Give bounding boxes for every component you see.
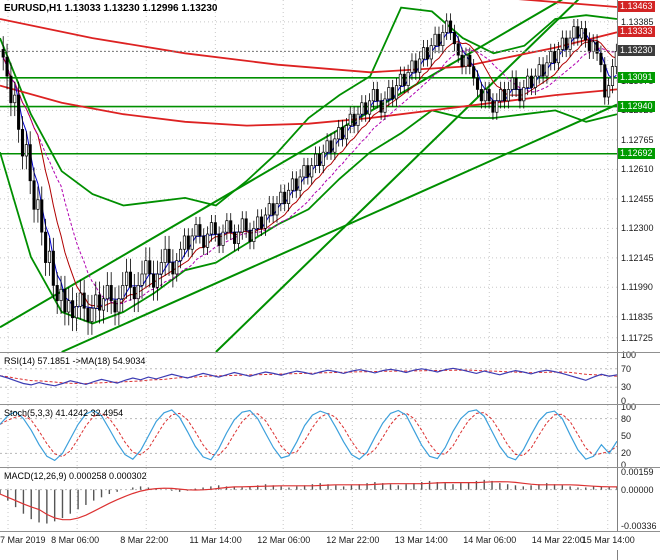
- price-tick: 1.12455: [621, 193, 654, 204]
- panel-separator: [0, 467, 660, 468]
- time-tick-label: 14 Mar 06:00: [463, 535, 517, 545]
- price-chart-canvas[interactable]: [0, 0, 617, 352]
- stoch-axis-label: 80: [621, 413, 632, 424]
- macd-axis-label: 0.00000: [621, 484, 654, 495]
- macd-axis-label: 0.00159: [621, 467, 654, 478]
- rsi-axis-label: 100: [621, 350, 637, 360]
- price-badge: 1.13091: [618, 71, 655, 83]
- macd-canvas[interactable]: [0, 468, 617, 531]
- panel-separator: [0, 404, 660, 405]
- stoch-axis-label: 100: [621, 402, 637, 412]
- time-tick-label: 12 Mar 22:00: [326, 535, 380, 545]
- price-badge: 1.13463: [618, 1, 655, 13]
- price-badge: 1.13333: [618, 25, 655, 37]
- time-tick-label: 7 Mar 2019: [0, 535, 46, 545]
- price-badge: 1.12940: [618, 100, 655, 112]
- price-tick: 1.11835: [621, 311, 653, 322]
- rsi-axis-label: 0: [621, 396, 627, 406]
- stoch-axis-label: 50: [621, 431, 632, 441]
- price-tick: 1.12145: [621, 252, 654, 263]
- time-tick-label: 13 Mar 14:00: [394, 535, 448, 545]
- price-tick: 1.12765: [621, 134, 654, 145]
- stochastic-canvas[interactable]: [0, 405, 617, 467]
- macd-axis-label: -0.00336: [621, 521, 657, 532]
- ohlc-header: EURUSD,H1 1.13033 1.13230 1.12996 1.1323…: [4, 3, 218, 14]
- rsi-canvas[interactable]: [0, 353, 617, 403]
- price-badge: 1.13230: [618, 45, 655, 57]
- rsi-axis-label: 30: [621, 382, 632, 393]
- time-tick-label: 8 Mar 06:00: [51, 535, 100, 545]
- stoch-axis-label: 0: [621, 460, 627, 470]
- price-badge: 1.12692: [618, 147, 655, 159]
- stoch-label: Stoch(5,3,3) 41.4242 32.4954: [4, 408, 124, 418]
- time-tick-label: 12 Mar 06:00: [257, 535, 311, 545]
- time-axis[interactable]: 7 Mar 2019 8 Mar 06:00 8 Mar 22:00 11 Mar 1…: [0, 532, 660, 550]
- rsi-axis-label: 70: [621, 363, 632, 374]
- price-tick: 1.12610: [621, 164, 654, 175]
- macd-label: MACD(12,26,9) 0.000258 0.000302: [4, 471, 147, 481]
- stoch-axis-label: 20: [621, 448, 632, 459]
- price-tick: 1.12300: [621, 223, 654, 234]
- time-tick-label: 15 Mar 14:00: [581, 535, 635, 545]
- rsi-label: RSI(14) 57.1851 ->MA(18) 54.9034: [4, 356, 146, 366]
- panel-separator: [0, 531, 660, 532]
- price-tick: 1.11725: [621, 332, 653, 343]
- time-tick-label: 14 Mar 22:00: [531, 535, 585, 545]
- price-tick: 1.13385: [621, 16, 654, 27]
- panel-separator: [0, 352, 660, 353]
- price-axis[interactable]: 1.133851.132301.130751.129201.127651.126…: [617, 0, 660, 560]
- price-tick: 1.11990: [621, 282, 653, 293]
- time-tick-label: 8 Mar 22:00: [120, 535, 169, 545]
- time-tick-label: 11 Mar 14:00: [189, 535, 242, 545]
